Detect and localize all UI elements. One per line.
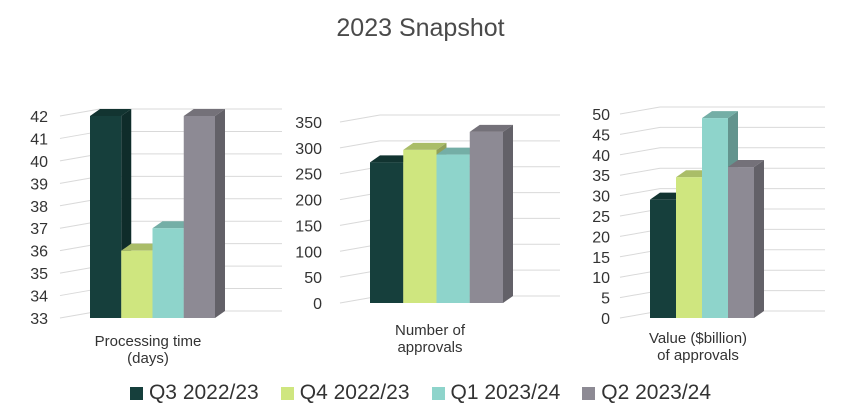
y-tick-label: 33 (30, 311, 48, 328)
y-tick-label: 50 (304, 270, 322, 287)
y-tick-label: 0 (313, 296, 322, 313)
y-tick-label: 42 (30, 109, 48, 126)
panel-1-xlabel-line-2: (days) (127, 350, 169, 367)
y-tick-label: 45 (592, 127, 610, 144)
y-tick-label: 20 (592, 229, 610, 246)
legend-item-q4-2022-23: Q4 2022/23 (280, 381, 410, 405)
bar-side (503, 124, 513, 303)
y-tick-label: 38 (30, 199, 48, 216)
panel-1-xlabel-line-1: Processing time (94, 333, 202, 350)
y-tick-label: 350 (295, 115, 322, 132)
legend-label: Q3 2022/23 (148, 381, 259, 404)
gridline-diag (59, 108, 101, 117)
bar (90, 116, 122, 318)
panel-3-xlabel-line-1: Value ($billion) (648, 330, 748, 347)
y-tick-label: 37 (30, 221, 48, 238)
bar (403, 149, 437, 303)
bar (183, 116, 215, 318)
bar (152, 228, 184, 318)
bar (676, 177, 702, 318)
bar-top (370, 155, 414, 163)
legend-item-q1-2023-24: Q1 2023/24 (431, 381, 561, 405)
bar-top (403, 142, 447, 150)
bar-top (121, 243, 163, 251)
bar-top (728, 160, 764, 168)
y-tick-label: 300 (295, 141, 322, 158)
y-tick-label: 0 (601, 311, 610, 328)
panel-3-xlabel-line-2: of approvals (657, 347, 739, 364)
bar (121, 250, 153, 318)
bar (436, 154, 470, 303)
y-tick-label: 40 (30, 154, 48, 171)
y-tick-label: 15 (592, 250, 610, 267)
bar-top (152, 221, 194, 229)
y-tick-label: 250 (295, 167, 322, 184)
panel-2-xlabel-line-1: Number of (394, 322, 466, 339)
y-tick-label: 30 (592, 189, 610, 206)
bar-top (469, 124, 513, 132)
legend-swatch (129, 386, 143, 400)
gridline-diag (619, 188, 661, 197)
panel-2-xlabel-line-2: approvals (397, 339, 463, 356)
panel-1-xlabel: Processing time (days) (68, 333, 228, 367)
y-tick-label: 40 (592, 148, 610, 165)
y-tick-label: 35 (592, 168, 610, 185)
y-tick-label: 10 (592, 270, 610, 287)
legend-item-q3-2022-23: Q3 2022/23 (129, 381, 259, 405)
legend-item-q2-2023-24: Q2 2023/24 (582, 381, 711, 405)
legend-label: Q2 2023/24 (601, 381, 712, 404)
legend-swatch (280, 386, 294, 400)
gridline-diag (619, 147, 661, 156)
legend-label: Q4 2022/23 (299, 381, 410, 404)
bar (728, 167, 754, 318)
y-tick-label: 34 (30, 289, 48, 306)
y-tick-label: 36 (30, 244, 48, 261)
legend-swatch (582, 386, 596, 400)
bar (370, 162, 404, 303)
y-tick-label: 25 (592, 209, 610, 226)
chart-title: 2023 Snapshot (336, 14, 505, 42)
gridline-diag (339, 114, 381, 123)
y-tick-label: 5 (601, 291, 610, 308)
gridline-diag (619, 167, 661, 176)
bar-side (215, 109, 225, 318)
y-tick-label: 100 (295, 244, 322, 261)
panel-2-xlabel: Number of approvals (350, 322, 510, 356)
bar-top (702, 111, 738, 119)
y-tick-label: 150 (295, 218, 322, 235)
gridline-diag (619, 106, 661, 115)
bar-top (90, 109, 132, 116)
panel-3-xlabel: Value ($billion) of approvals (618, 330, 778, 364)
legend-label: Q1 2023/24 (450, 381, 561, 404)
legend-swatch (431, 386, 445, 400)
bar-top (183, 109, 225, 116)
gridline-diag (339, 140, 381, 149)
bar-top (436, 147, 480, 155)
gridline-diag (619, 126, 661, 135)
y-tick-label: 50 (592, 107, 610, 124)
y-tick-label: 35 (30, 266, 48, 283)
legend: Q3 2022/23 Q4 2022/23 Q1 2023/24 Q2 2023… (0, 378, 841, 408)
y-tick-label: 200 (295, 193, 322, 210)
bar-side (754, 160, 764, 318)
y-tick-label: 39 (30, 176, 48, 193)
y-tick-label: 41 (30, 131, 48, 148)
bar (469, 131, 503, 303)
bar (702, 118, 728, 318)
bar (650, 199, 676, 318)
